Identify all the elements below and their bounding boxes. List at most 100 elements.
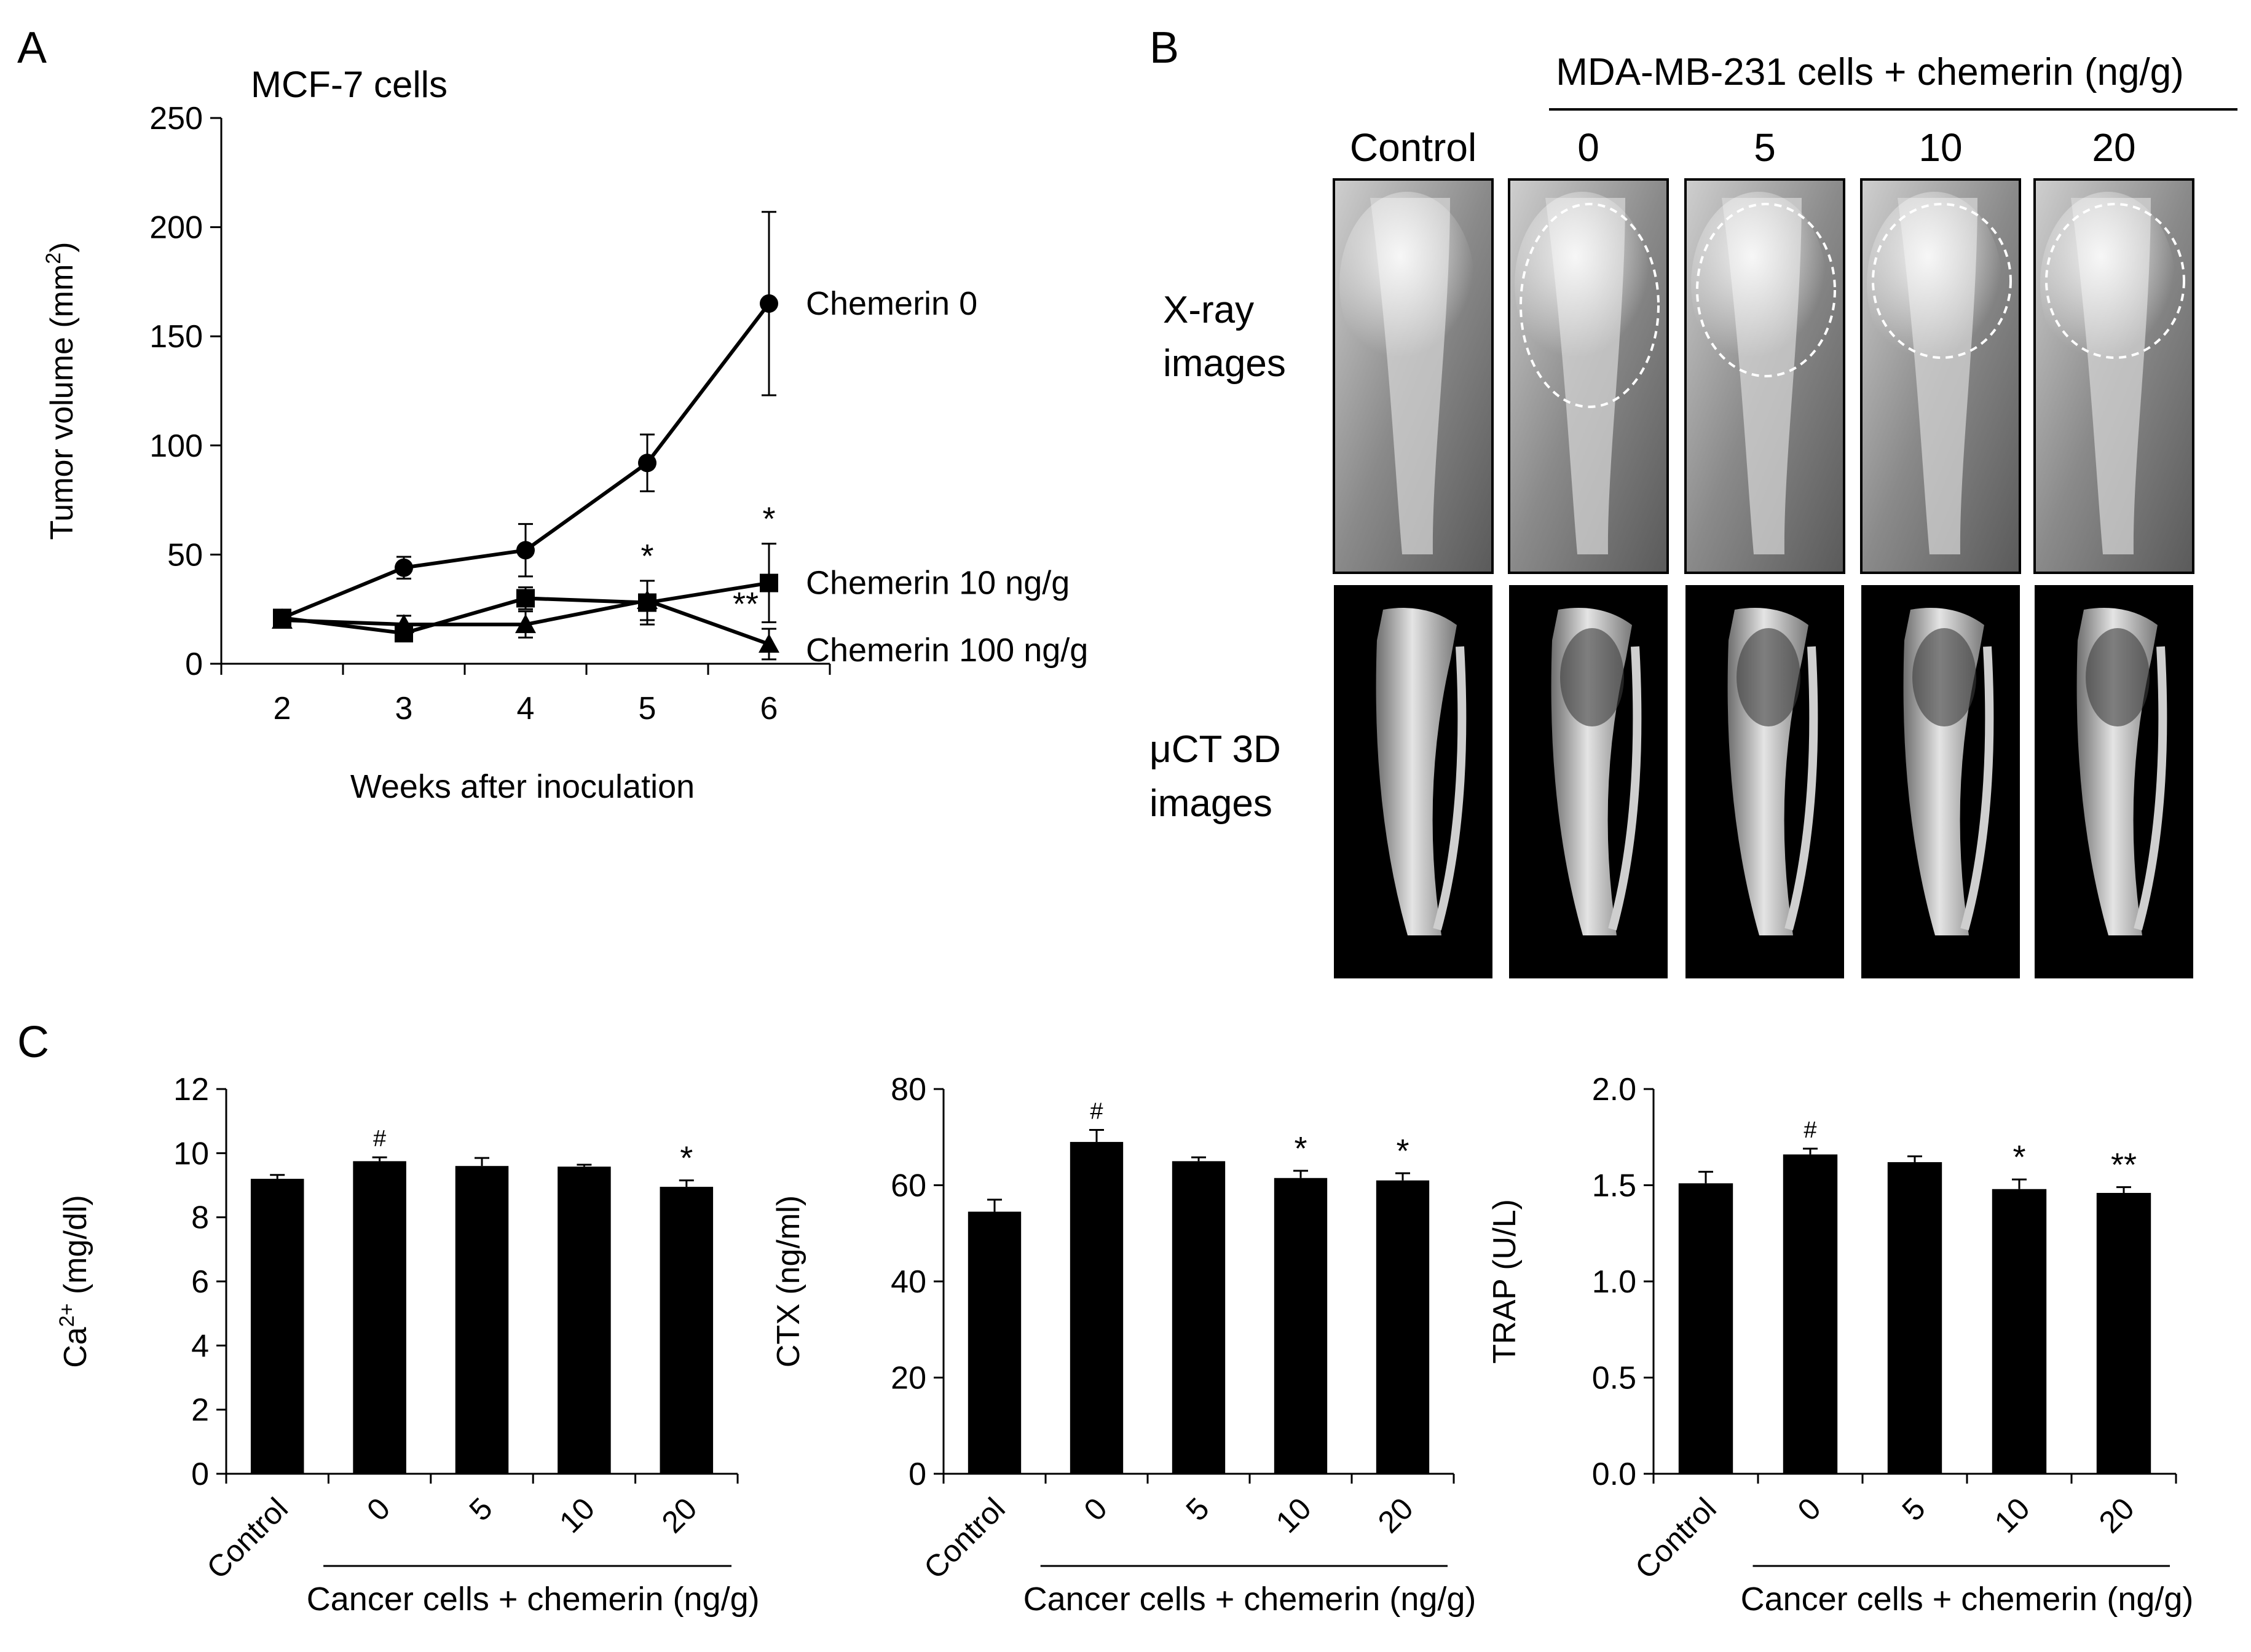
xray-joint-glow	[1867, 192, 2002, 376]
microct-image	[1334, 585, 1492, 978]
panel-b-column-label: 10	[1918, 125, 1962, 170]
xray-joint-glow	[2040, 192, 2175, 376]
panel-c-significance-mark: #	[1090, 1099, 1103, 1125]
panel-a-xlabel: Weeks after inoculation	[350, 768, 695, 805]
panel-b-image-grid: MDA-MB-231 cells + chemerin (ng/g) X-ray…	[1149, 51, 2237, 978]
panel-b-row1-label-line1: X-ray	[1163, 289, 1254, 331]
microct-image	[2035, 585, 2193, 978]
panel-c-bar	[1274, 1178, 1328, 1474]
panel-a-significance-mark: **	[733, 586, 759, 623]
panel-c-bar	[558, 1166, 611, 1474]
panel-b-row1-label-line2: images	[1163, 342, 1286, 385]
microct-lesion	[1737, 628, 1800, 726]
xray-image	[1508, 178, 1669, 574]
panel-a-line-chart: MCF-7 cells Tumor volume (mm2) Weeks aft…	[42, 64, 1088, 805]
panel-a-point-circle	[516, 541, 535, 560]
microct-image	[1685, 585, 1844, 978]
panel-b-header: MDA-MB-231 cells + chemerin (ng/g)	[1556, 51, 2184, 93]
panel-a-x-tick-label: 2	[274, 691, 291, 726]
panel-c-x-tick-label: 10	[553, 1491, 601, 1540]
panel-c-x-tick-label: 20	[655, 1491, 704, 1540]
xray-image	[1333, 178, 1494, 574]
xray-lesion-outline	[1872, 203, 2012, 359]
xray-lesion-outline	[1520, 203, 1660, 408]
panel-a-point-square	[760, 573, 778, 592]
panel-a-series	[273, 211, 778, 627]
panel-c-significance-mark: *	[680, 1140, 693, 1177]
panel-c-bar	[1992, 1189, 2047, 1474]
panel-label-b: B	[1149, 23, 1179, 73]
panel-c-x-tick-label: 5	[1896, 1491, 1932, 1527]
panel-c-significance-mark: *	[1294, 1130, 1307, 1167]
panel-a-x-tick-label: 4	[517, 691, 535, 726]
panel-c-y-tick-label: 1.5	[1592, 1168, 1636, 1204]
panel-c-ylabel: CTX (ng/ml)	[771, 1195, 806, 1367]
panel-a-point-circle	[395, 558, 413, 577]
microct-image	[1509, 585, 1668, 978]
panel-c-bar-chart: 0.0 0.5 1.0 1.5 2.0 Control #0 5 * 10 ** 20 Cancer c…	[1487, 1072, 2193, 1618]
panel-c-bar	[455, 1166, 509, 1474]
panel-a-y-tick-label: 100	[149, 428, 203, 464]
ylabel-part: Ca	[58, 1327, 93, 1368]
panel-a-significance-mark: *	[641, 538, 653, 575]
panel-c-bar-charts: 0 2 4 6 8 10 12 Control #0 5 10 * 20 Cancer cells + c…	[55, 1072, 2193, 1618]
xray-joint-glow	[1515, 192, 1650, 376]
microct-fibula	[1433, 646, 1467, 930]
panel-a-x-tick-label: 5	[639, 691, 656, 726]
panel-c-y-tick-label: 12	[173, 1072, 209, 1107]
panel-c-y-tick-label: 0	[191, 1457, 209, 1492]
panel-c-y-tick-label: 2	[191, 1393, 209, 1428]
microct-lesion	[2086, 628, 2150, 726]
panel-a-point-triangle	[759, 634, 779, 653]
panel-c-y-tick-label: 20	[891, 1361, 926, 1396]
microct-fibula	[1784, 646, 1818, 930]
panel-b-column-label: 20	[2092, 125, 2135, 170]
panel-c-significance-mark: *	[1396, 1133, 1409, 1170]
panel-c-y-tick-label: 80	[891, 1072, 926, 1107]
xray-lesion-outline	[2045, 203, 2185, 359]
panel-c-bar	[1678, 1183, 1733, 1474]
panel-c-bar	[1887, 1162, 1942, 1474]
panel-a-y-tick-label: 200	[149, 210, 203, 246]
panel-b-column-label: Control	[1350, 125, 1476, 170]
panel-a-x-tick-label: 6	[760, 691, 778, 726]
panel-a-y-tick-label: 250	[149, 101, 203, 136]
microct-fibula	[1960, 646, 1994, 930]
panel-c-bar	[353, 1161, 406, 1474]
panel-c-significance-mark: *	[2012, 1139, 2025, 1176]
panel-c-x-tick-label: 5	[463, 1491, 499, 1527]
panel-c-ylabel: Ca2+ (mg/dl)	[55, 1195, 93, 1368]
microct-fibula	[2134, 646, 2167, 930]
panel-c-y-tick-label: 10	[173, 1136, 209, 1171]
panel-label-a: A	[17, 23, 47, 73]
microct-lesion	[1912, 628, 1976, 726]
panel-c-x-tick-label: Control	[917, 1491, 1012, 1586]
panel-a-y-tick-label: 150	[149, 319, 203, 355]
panel-b-column-label: 0	[1577, 125, 1599, 170]
microct-image	[1861, 585, 2020, 978]
ylabel-sup: 2+	[55, 1304, 79, 1328]
microct-lesion	[1560, 628, 1624, 726]
panel-c-x-tick-label: 5	[1180, 1491, 1216, 1527]
panel-c-y-tick-label: 0.0	[1592, 1457, 1636, 1492]
xray-image	[1684, 178, 1845, 574]
panel-a-point-square	[516, 589, 535, 608]
panel-a-point-triangle	[515, 614, 536, 634]
panel-c-bar	[660, 1187, 714, 1474]
panel-b-row2-label-line2: images	[1149, 782, 1272, 825]
panel-c-y-tick-label: 0.5	[1592, 1361, 1636, 1396]
xray-lesion-outline	[1696, 203, 1836, 377]
panel-c-bar	[1376, 1180, 1430, 1474]
panel-c-x-tick-label: 10	[1269, 1491, 1318, 1540]
panel-c-significance-mark: **	[2111, 1147, 2137, 1184]
panel-a-series-label: Chemerin 0	[806, 285, 977, 322]
panel-a-point-circle	[760, 294, 778, 313]
microct-tibia	[1376, 608, 1457, 935]
panel-c-bar	[1172, 1161, 1226, 1474]
panel-c-bar-chart: 0 20 40 60 80 Control #0 5 * 10 * 20 Cancer cells + …	[771, 1072, 1476, 1618]
xray-joint-glow	[1691, 192, 1826, 376]
panel-c-y-tick-label: 4	[191, 1328, 209, 1364]
panel-c-x-tick-label: Control	[200, 1491, 294, 1586]
panel-c-y-tick-label: 2.0	[1592, 1072, 1636, 1107]
